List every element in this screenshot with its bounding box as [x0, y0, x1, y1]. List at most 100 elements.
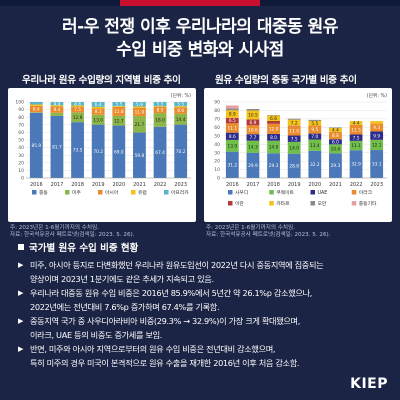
data-label: 4.6	[74, 101, 81, 107]
bar-segment	[349, 134, 363, 141]
logo-text: KIEP	[350, 376, 388, 392]
bar-segment	[112, 115, 126, 126]
bar-segment	[267, 121, 280, 124]
data-label: 14.0	[289, 145, 299, 151]
data-label: 8.9	[229, 112, 236, 118]
data-label: 7.5	[74, 107, 81, 113]
data-label: 6.4	[95, 102, 102, 108]
y-tick-label: 10	[18, 168, 24, 174]
x-tick-label: 2018	[71, 182, 84, 188]
legend-swatch	[131, 190, 136, 195]
bar-segment	[71, 122, 84, 178]
bar-segment	[287, 135, 301, 142]
data-label: 18.0	[155, 118, 165, 124]
legend-label: 아프리카	[171, 189, 189, 196]
bar-segment	[91, 114, 105, 125]
data-label: 81.7	[52, 145, 62, 151]
bar-segment	[91, 102, 105, 107]
bar-segment	[112, 125, 126, 178]
bar-segment	[29, 102, 43, 105]
bullet-text: 반면, 미주와 아시아 지역으로부터의 원유 수입 비중은 전년대비 감소했으며…	[30, 344, 276, 354]
data-label: 7.2	[291, 120, 298, 126]
bar-segment	[267, 115, 280, 121]
bar-segment	[153, 107, 167, 114]
bar-segment	[267, 123, 280, 134]
data-label: 29.3	[331, 163, 341, 169]
data-label: 11.0	[289, 128, 299, 134]
bar-segment	[112, 106, 126, 116]
x-tick-label: 2019	[92, 182, 105, 188]
bar-segment	[91, 108, 105, 115]
data-label: 9.3	[373, 125, 380, 131]
bar-segment	[246, 109, 260, 111]
left-chart-panel: (단위: %) 0 10 20 30 40 50 60 70 80 90 100 85.9 8.4 2016…	[8, 88, 196, 222]
bar-segment	[308, 150, 322, 178]
y-tick-label: 80	[214, 108, 220, 114]
bar-segment	[287, 119, 301, 126]
bullet-item-4-cont: 특히 미주의 경우 미국이 본격적으로 원유 수출을 재개한 2016년 이후 …	[18, 356, 392, 370]
bar-segment	[225, 110, 239, 118]
legend-label: 사우디	[235, 189, 248, 196]
section-title-text: 국가별 원유 수입 비중 현황	[29, 243, 139, 254]
bullet-list: ▶ 미주, 아시아 등지로 다변화했던 우리나라 원유도입선이 2022년 다시 …	[18, 258, 392, 370]
y-tick-label: 20	[18, 160, 24, 166]
data-label: 10.5	[248, 113, 258, 119]
bar-segment	[287, 118, 301, 120]
bar-segment	[225, 151, 239, 178]
legend-label: 쿠웨이트	[276, 189, 294, 196]
x-tick-label: 2017	[247, 182, 260, 188]
bullet-text: 이라크, UAE 등의 비중도 증가세를 보임.	[30, 330, 163, 340]
bar-segment	[267, 133, 280, 141]
bar-segment	[174, 113, 188, 125]
data-label: 11.0	[135, 109, 145, 115]
bar-segment	[133, 106, 146, 108]
bar-segment	[370, 150, 384, 178]
bar-segment	[225, 117, 239, 124]
kiep-logo: KIEP	[350, 376, 388, 392]
data-label: 8.6	[229, 134, 236, 140]
y-tick-label: 80	[18, 115, 24, 121]
x-tick-label: 2020	[112, 182, 125, 188]
triangle-bullet-icon: ▶	[18, 345, 24, 353]
legend-label: 중동기타	[359, 200, 377, 207]
x-tick-label: 2016	[226, 182, 239, 188]
bar-segment	[225, 108, 239, 111]
data-label: 29.3	[269, 163, 279, 169]
bullet-item-3-cont: 이라크, UAE 등의 비중도 증가세를 보임.	[18, 328, 392, 342]
bar-segment	[329, 128, 342, 132]
page-title: 러-우 전쟁 이후 우리나라의 대중동 원유 수입 비중 변화와 시사점	[0, 16, 400, 62]
y-tick-label: 50	[18, 138, 24, 144]
top-color-bar	[0, 0, 400, 6]
bullet-item-2: ▶ 우리나라 대중동 원유 수입 비중은 2016년 85.9%에서 5년간 약 …	[18, 286, 392, 300]
legend-swatch	[310, 190, 315, 195]
data-label: 5.5	[157, 102, 164, 108]
legend-swatch	[269, 201, 274, 206]
bar-segment	[133, 132, 146, 178]
legend-label: 중동	[39, 190, 48, 196]
bar-segment	[71, 112, 84, 123]
data-label: 12.9	[73, 115, 83, 121]
bar-segment	[287, 125, 301, 127]
unit-label: (단위: %)	[367, 92, 387, 99]
bullet-item-3: ▶ 중동지역 국가 중 사우디아라비아 비중(29.3% → 32.9%)이 가장…	[18, 314, 392, 328]
bar-segment	[71, 106, 84, 113]
data-label: 12.7	[114, 118, 124, 124]
data-label: 21.7	[135, 122, 145, 128]
y-tick-label: 20	[214, 159, 220, 165]
left-chart-heading: 우리나라 원유 수입량의 지역별 비중 추이	[22, 75, 181, 86]
section-title: 국가별 원유 수입 비중 현황	[18, 240, 138, 254]
y-tick-label: 0	[21, 176, 24, 182]
bar-segment	[153, 126, 167, 178]
data-label: 8.6	[177, 108, 184, 114]
x-tick-label: 2021	[133, 182, 146, 188]
bar-segment	[349, 121, 363, 125]
title-line-1: 러-우 전쟁 이후 우리나라의 대중동 원유	[62, 17, 338, 37]
triangle-bullet-icon: ▶	[18, 289, 24, 297]
right-chart-panel: (단위: %) 0 10 20 30 40 50 60 70 80 90 31.2 13.9 8.6 11.…	[204, 88, 392, 222]
x-tick-label: 2023	[174, 182, 187, 188]
x-tick-label: 2018	[267, 182, 280, 188]
data-label: 8.8	[332, 133, 339, 139]
top-bar-segment-left	[0, 0, 120, 6]
right-note-line-2: 자료: 한국석유공사 페트로넷(검색일: 2023. 5. 26).	[206, 232, 331, 238]
bar-segment	[50, 102, 64, 106]
